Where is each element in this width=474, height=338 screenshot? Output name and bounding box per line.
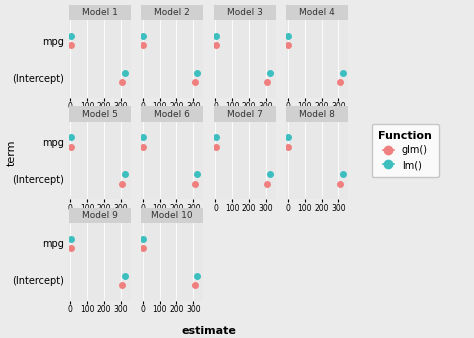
Text: term: term xyxy=(7,140,17,166)
Text: Model 5: Model 5 xyxy=(82,110,118,119)
Text: Model 6: Model 6 xyxy=(155,110,190,119)
Text: Model 7: Model 7 xyxy=(227,110,263,119)
Text: Model 9: Model 9 xyxy=(82,211,118,220)
Text: Model 10: Model 10 xyxy=(152,211,193,220)
Text: estimate: estimate xyxy=(181,326,236,336)
Text: Model 4: Model 4 xyxy=(300,8,335,17)
Text: Model 3: Model 3 xyxy=(227,8,263,17)
Text: Model 1: Model 1 xyxy=(82,8,118,17)
Legend: glm(), lm(): glm(), lm() xyxy=(372,124,439,177)
Text: Model 8: Model 8 xyxy=(300,110,335,119)
Text: Model 2: Model 2 xyxy=(155,8,190,17)
